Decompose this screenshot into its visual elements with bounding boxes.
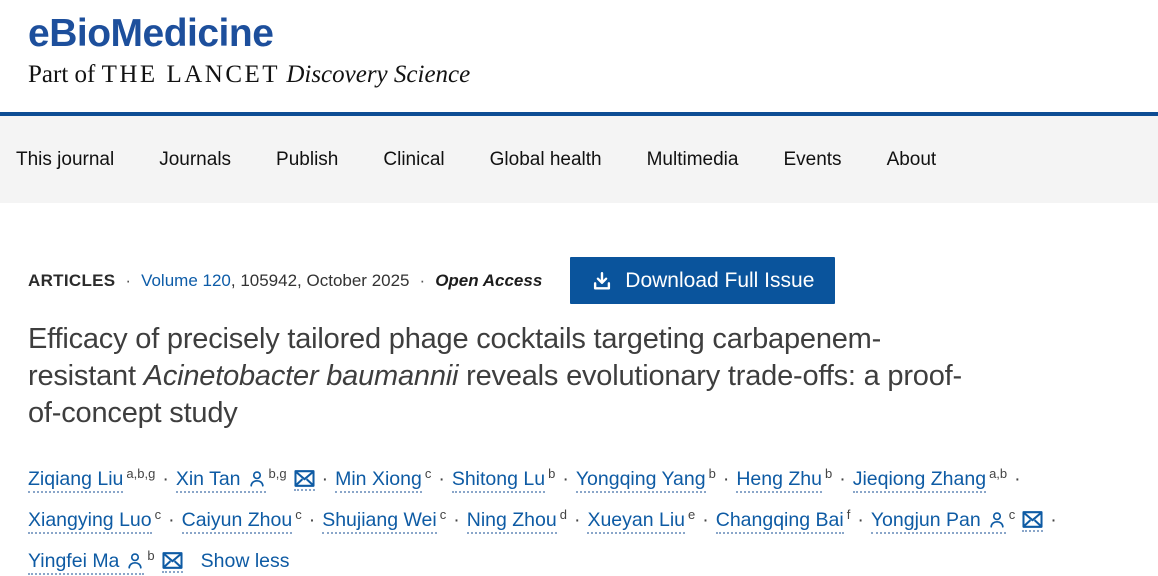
author-affiliation-sup: b (824, 466, 833, 481)
author-separator: · (321, 468, 329, 490)
nav-item-journals[interactable]: Journals (159, 148, 232, 170)
author-affiliation-sup: b (708, 466, 716, 481)
author-separator: · (573, 509, 581, 531)
author-affiliation-sup: d (559, 507, 567, 522)
author-affiliation-sup: c (295, 507, 302, 522)
title-part-2: reveals evolutionary trade-offs: a proof… (28, 360, 962, 429)
download-button-label: Download Full Issue (625, 268, 815, 292)
author-affiliation-sup: c (154, 507, 162, 522)
lancet-tagline: Part of THE LANCET Discovery Science (28, 61, 1158, 89)
author-affiliation-sup: b (548, 466, 556, 481)
issue-info: , 105942, October 2025 (230, 270, 410, 290)
author-affiliation-sup: c (424, 466, 432, 481)
author-separator: · (308, 509, 316, 531)
author-link[interactable]: Xiangying Luo (28, 508, 152, 534)
title-species-italic: Acinetobacter baumannii (143, 360, 459, 392)
author-link[interactable]: Min Xiong (335, 467, 422, 493)
author-separator: · (839, 468, 846, 490)
article-page: ARTICLES · Volume 120 , 105942, October … (0, 257, 1158, 576)
author-separator: · (857, 509, 864, 531)
author-affiliation-sup: b (147, 548, 155, 563)
tagline-discovery-science: Discovery Science (280, 60, 471, 88)
author-link[interactable]: Ziqiang Liu (28, 467, 124, 493)
section-label: ARTICLES (28, 270, 116, 290)
main-navigation: This journal Journals Publish Clinical Globa… (0, 116, 1158, 203)
author-list: Ziqiang Liu a,b,g · Xin Tan b,g · Min Xiong c · S… (28, 456, 1130, 576)
author-link[interactable]: Shujiang Wei (322, 508, 437, 534)
nav-item-clinical[interactable]: Clinical (383, 148, 445, 170)
person-icon (241, 468, 266, 490)
author-separator: · (168, 509, 175, 531)
author-affiliation-sup: a,b,g (126, 466, 156, 481)
nav-item-global-health[interactable]: Global health (489, 148, 602, 170)
author-separator: · (162, 468, 169, 490)
nav-item-events[interactable]: Events (783, 148, 842, 170)
author-affiliation-sup: c (439, 507, 447, 522)
article-meta-row: ARTICLES · Volume 120 , 105942, October … (28, 257, 1130, 304)
nav-item-about[interactable]: About (886, 148, 937, 170)
meta-dot: · (125, 270, 132, 290)
author-separator: · (438, 468, 445, 490)
article-meta: ARTICLES · Volume 120 , 105942, October … (28, 271, 542, 291)
author-affiliation-sup: b,g (268, 466, 287, 481)
title-part-1: Efficacy of precisely tailored phage coc… (28, 323, 882, 392)
author-link[interactable]: Yongqing Yang (575, 467, 706, 493)
site-header: eBioMedicine Part of THE LANCET Discover… (0, 0, 1158, 112)
nav-item-this-journal[interactable]: This journal (16, 148, 115, 170)
author-link[interactable]: Yongjun Pan (870, 508, 1006, 534)
author-link[interactable]: Xueyan Liu (587, 508, 686, 534)
download-icon (591, 270, 613, 292)
author-affiliation-sup: f (846, 507, 851, 522)
author-affiliation-sup: a,b (989, 466, 1008, 481)
meta-dot: · (419, 270, 426, 290)
tagline-prefix: Part of (28, 60, 102, 88)
author-separator: · (1014, 468, 1021, 490)
author-link[interactable]: Xin Tan (175, 467, 266, 493)
journal-logo[interactable]: eBioMedicine (28, 12, 274, 55)
author-separator: · (562, 468, 569, 490)
author-link[interactable]: Changqing Bai (715, 508, 844, 534)
author-link[interactable]: Jieqiong Zhang (852, 467, 987, 493)
author-affiliation-sup: c (1008, 507, 1016, 522)
download-full-issue-button[interactable]: Download Full Issue (570, 257, 836, 304)
open-access-badge: Open Access (435, 270, 543, 290)
volume-link[interactable]: Volume 120 (141, 270, 231, 290)
author-link[interactable]: Heng Zhu (736, 467, 822, 493)
author-link[interactable]: Shitong Lu (451, 467, 546, 493)
envelope-icon[interactable] (293, 469, 315, 491)
author-link[interactable]: Yingfei Ma (28, 549, 145, 575)
author-separator: · (702, 509, 709, 531)
author-affiliation-sup: e (688, 507, 696, 522)
header-divider-rule (0, 112, 1158, 116)
nav-item-publish[interactable]: Publish (276, 148, 339, 170)
author-link[interactable]: Caiyun Zhou (181, 508, 293, 534)
envelope-icon[interactable] (161, 551, 183, 573)
person-icon (981, 509, 1006, 531)
article-title: Efficacy of precisely tailored phage coc… (28, 321, 963, 432)
author-separator: · (722, 468, 730, 490)
person-icon (119, 550, 144, 572)
nav-item-multimedia[interactable]: Multimedia (646, 148, 739, 170)
author-separator: · (1050, 509, 1057, 531)
show-less-link[interactable]: Show less (200, 550, 290, 572)
author-link[interactable]: Ning Zhou (466, 508, 557, 534)
tagline-lancet: THE LANCET (101, 60, 281, 88)
author-separator: · (453, 509, 460, 531)
envelope-icon[interactable] (1022, 510, 1044, 532)
